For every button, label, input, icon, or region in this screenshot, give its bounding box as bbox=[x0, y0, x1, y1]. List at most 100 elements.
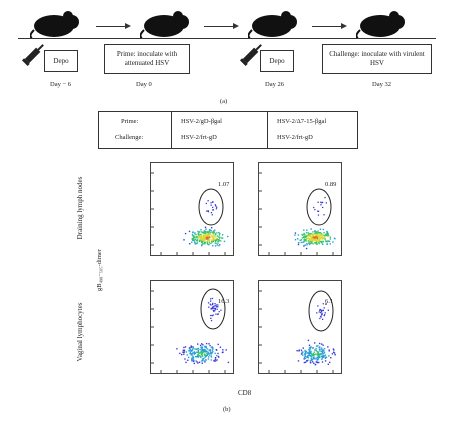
event-dot bbox=[310, 353, 312, 355]
event-dot bbox=[217, 306, 219, 308]
event-dot bbox=[212, 231, 214, 233]
gate-percentage: 1.07 bbox=[218, 181, 230, 188]
event-dot bbox=[309, 354, 312, 357]
event-dot bbox=[324, 312, 326, 314]
event-dot bbox=[309, 359, 312, 362]
event-dot bbox=[304, 244, 306, 246]
event-dot bbox=[316, 361, 319, 364]
event-dot bbox=[201, 353, 203, 355]
event-dot bbox=[302, 354, 304, 356]
event-dot bbox=[195, 360, 197, 362]
gate-ellipse bbox=[308, 290, 334, 332]
event-dot bbox=[208, 236, 211, 238]
event-dot bbox=[204, 239, 206, 241]
event-dot bbox=[323, 307, 325, 309]
event-dot bbox=[215, 233, 217, 236]
event-dot bbox=[210, 359, 212, 361]
event-dot bbox=[306, 235, 308, 237]
event-dot bbox=[201, 354, 203, 356]
y-axis-label: gB₄₉₈₋₅₀₅-dimer bbox=[96, 249, 103, 291]
event-dot bbox=[310, 236, 312, 238]
event-dot bbox=[322, 228, 325, 231]
event-dot bbox=[208, 230, 210, 233]
event-dot bbox=[212, 206, 214, 209]
event-dot bbox=[306, 244, 308, 246]
event-dot bbox=[206, 242, 209, 244]
event-dot bbox=[176, 348, 178, 350]
step-box-prime: Prime: inoculate with attenuated HSV bbox=[104, 44, 190, 74]
event-dot bbox=[329, 236, 332, 238]
event-dot bbox=[303, 229, 305, 231]
event-dot bbox=[199, 236, 202, 239]
event-dot bbox=[202, 349, 205, 352]
event-dot bbox=[322, 240, 324, 243]
panel-label-a: (a) bbox=[220, 98, 228, 105]
event-dot bbox=[294, 234, 296, 236]
event-dot bbox=[201, 231, 203, 233]
event-dot bbox=[305, 350, 308, 353]
event-dot bbox=[208, 244, 210, 246]
event-dot bbox=[184, 232, 187, 235]
event-dot bbox=[310, 242, 312, 245]
event-dot bbox=[197, 347, 200, 350]
event-dot bbox=[317, 358, 319, 361]
event-dot bbox=[210, 202, 212, 204]
day-label: Day 0 bbox=[136, 81, 152, 88]
event-dot bbox=[305, 247, 308, 250]
table-cell: HSV-2/frt-gD bbox=[277, 134, 313, 141]
event-dot bbox=[316, 238, 319, 240]
event-dot bbox=[210, 314, 212, 317]
day-label: Day 32 bbox=[372, 81, 391, 88]
event-dot bbox=[303, 236, 305, 238]
event-dot bbox=[200, 240, 202, 242]
event-dot bbox=[207, 243, 209, 245]
syringe-icon bbox=[239, 44, 262, 67]
event-dot bbox=[321, 351, 324, 353]
event-dot bbox=[184, 358, 186, 360]
event-dot bbox=[192, 356, 195, 359]
gate-percentage: 16.3 bbox=[218, 298, 230, 305]
event-dot bbox=[212, 350, 214, 353]
event-dot bbox=[317, 305, 319, 307]
event-dot bbox=[324, 196, 326, 199]
event-dot bbox=[317, 239, 319, 241]
event-dot bbox=[201, 241, 204, 243]
event-dot bbox=[204, 353, 206, 355]
event-dot bbox=[193, 353, 196, 355]
event-dot bbox=[324, 235, 326, 237]
event-dot bbox=[303, 239, 306, 242]
event-dot bbox=[321, 309, 323, 311]
event-dot bbox=[207, 238, 209, 240]
event-dot bbox=[207, 233, 209, 236]
event-dot bbox=[212, 309, 214, 312]
event-dot bbox=[204, 356, 206, 359]
event-dot bbox=[216, 354, 218, 357]
event-dot bbox=[328, 240, 331, 242]
event-dot bbox=[214, 303, 216, 305]
event-dot bbox=[303, 245, 305, 247]
event-dot bbox=[218, 244, 220, 247]
event-dot bbox=[320, 310, 322, 313]
event-dot bbox=[314, 353, 317, 355]
row-label-dln: Draining lymph nodes bbox=[76, 176, 84, 240]
event-dot bbox=[309, 348, 311, 350]
gate-percentage: 6.1 bbox=[325, 298, 334, 305]
row-label-vaginal: Vaginal lymphocytes bbox=[76, 302, 84, 362]
event-dot bbox=[321, 201, 324, 203]
event-dot bbox=[308, 242, 310, 244]
event-dot bbox=[318, 232, 320, 234]
event-dot bbox=[327, 363, 329, 365]
event-dot bbox=[311, 236, 313, 239]
event-dot bbox=[204, 345, 206, 348]
event-dot bbox=[206, 239, 209, 242]
event-dot bbox=[325, 303, 327, 305]
event-dot bbox=[323, 214, 325, 216]
event-dot bbox=[212, 240, 214, 243]
event-dot bbox=[199, 348, 201, 351]
mouse-icon bbox=[356, 11, 405, 38]
event-dot bbox=[185, 361, 187, 364]
event-dot bbox=[197, 362, 199, 364]
event-dot bbox=[199, 239, 202, 241]
event-dot bbox=[307, 234, 310, 236]
event-dot bbox=[312, 353, 315, 355]
